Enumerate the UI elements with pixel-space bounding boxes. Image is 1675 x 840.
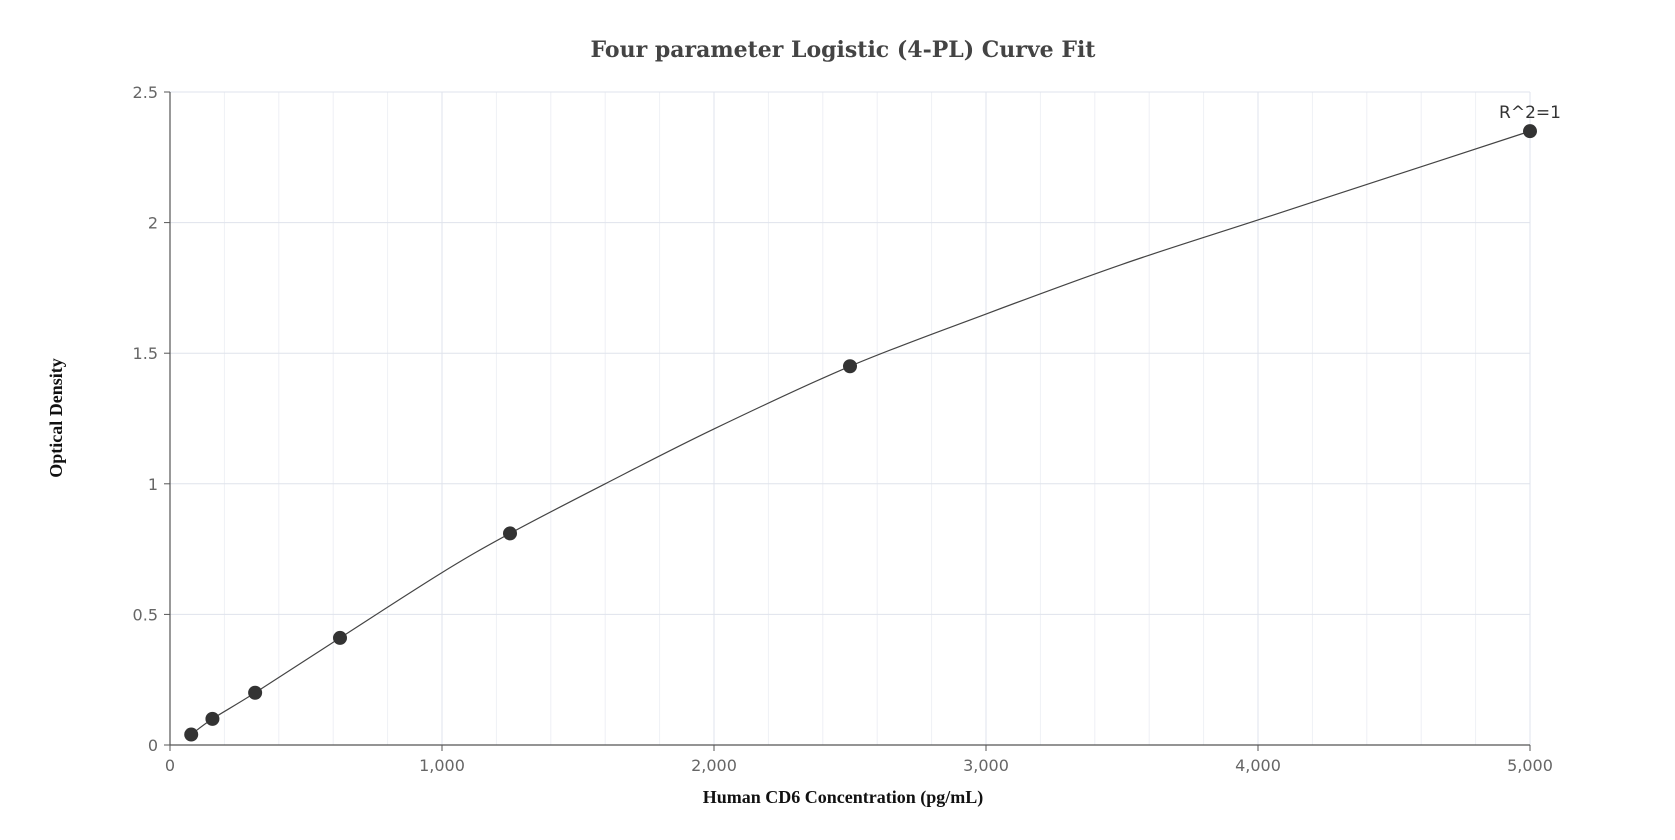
y-tick-label: 0	[148, 736, 158, 755]
y-axis-title: Optical Density	[46, 358, 66, 478]
x-tick-label: 1,000	[419, 756, 465, 775]
y-tick-label: 1	[148, 475, 158, 494]
data-points	[184, 124, 1537, 742]
chart-title: Four parameter Logistic (4-PL) Curve Fit	[591, 37, 1097, 63]
data-point	[503, 526, 517, 541]
x-tick-label: 4,000	[1235, 756, 1281, 775]
y-tick-label: 0.5	[133, 605, 158, 624]
data-point	[1523, 124, 1537, 139]
grid	[170, 91, 1531, 745]
x-tick-label: 3,000	[963, 756, 1009, 775]
y-tick-label: 1.5	[133, 344, 158, 363]
data-point	[843, 359, 857, 374]
tick-labels: 0 1,000 2,000 3,000 4,000 5,000 0 0.5 1 1.5 2 2.5	[133, 83, 1553, 775]
axes	[164, 91, 1531, 751]
x-axis-title: Human CD6 Concentration (pg/mL)	[703, 787, 984, 808]
data-point	[205, 711, 220, 726]
fit-curve	[190, 130, 1531, 736]
data-point	[248, 685, 263, 700]
data-point	[333, 630, 347, 645]
data-point	[184, 727, 199, 742]
x-tick-label: 0	[165, 756, 175, 775]
y-tick-label: 2	[148, 214, 158, 233]
y-tick-label: 2.5	[133, 83, 158, 102]
x-tick-label: 5,000	[1507, 756, 1553, 775]
x-tick-label: 2,000	[691, 756, 737, 775]
r-squared-annotation: R^2=1	[1499, 103, 1561, 123]
